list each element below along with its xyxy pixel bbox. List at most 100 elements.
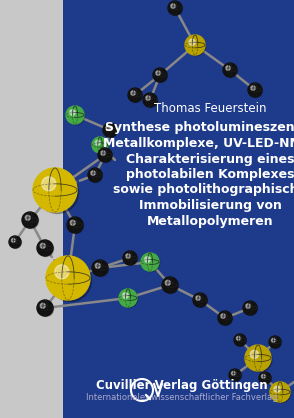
Text: Synthese photolumineszenter: Synthese photolumineszenter (105, 122, 294, 135)
Circle shape (70, 220, 75, 225)
Circle shape (124, 252, 138, 265)
Circle shape (40, 243, 45, 248)
Circle shape (187, 37, 206, 56)
Circle shape (247, 347, 272, 372)
Circle shape (259, 372, 271, 384)
Circle shape (261, 375, 265, 378)
Circle shape (55, 265, 69, 279)
Circle shape (67, 217, 83, 233)
Circle shape (144, 94, 158, 107)
Circle shape (23, 213, 39, 229)
Circle shape (249, 84, 263, 97)
Circle shape (10, 237, 21, 248)
Circle shape (143, 255, 160, 272)
Circle shape (126, 254, 130, 258)
Circle shape (236, 336, 240, 340)
Circle shape (194, 294, 208, 308)
Circle shape (42, 177, 56, 191)
Circle shape (272, 384, 291, 403)
Circle shape (219, 312, 233, 326)
Circle shape (89, 169, 103, 183)
Circle shape (129, 89, 143, 102)
Circle shape (162, 277, 178, 293)
Circle shape (270, 382, 290, 402)
Circle shape (145, 257, 150, 263)
Circle shape (11, 238, 15, 242)
Circle shape (269, 336, 281, 348)
Circle shape (88, 168, 102, 182)
Circle shape (270, 337, 281, 349)
Circle shape (245, 345, 271, 371)
Circle shape (95, 263, 100, 268)
Circle shape (251, 86, 255, 90)
Circle shape (22, 212, 38, 228)
Circle shape (66, 106, 84, 124)
Circle shape (221, 314, 225, 318)
Circle shape (163, 278, 178, 293)
Circle shape (196, 296, 200, 300)
Circle shape (93, 261, 108, 277)
Circle shape (153, 68, 167, 82)
Circle shape (119, 289, 137, 307)
Text: Charakterisierung eines: Charakterisierung eines (126, 153, 294, 166)
Circle shape (248, 83, 262, 97)
Circle shape (165, 280, 170, 285)
Circle shape (141, 253, 159, 271)
Circle shape (243, 301, 257, 315)
Circle shape (226, 66, 230, 70)
Circle shape (229, 369, 241, 381)
Circle shape (101, 151, 105, 155)
Circle shape (103, 123, 117, 137)
Text: Metallkomplexe, UV-LED-NMR-: Metallkomplexe, UV-LED-NMR- (103, 137, 294, 150)
Bar (63, 0, 294, 418)
Circle shape (185, 35, 205, 55)
Circle shape (92, 260, 108, 276)
Circle shape (143, 93, 157, 107)
Circle shape (230, 370, 241, 381)
Circle shape (106, 126, 110, 130)
Circle shape (38, 241, 54, 257)
Circle shape (98, 148, 112, 162)
Circle shape (260, 373, 271, 385)
Circle shape (38, 301, 54, 316)
Text: Thomas Feuerstein: Thomas Feuerstein (154, 102, 266, 115)
Circle shape (33, 168, 77, 212)
Circle shape (69, 218, 83, 234)
Circle shape (121, 291, 138, 308)
Circle shape (231, 372, 235, 375)
Circle shape (189, 39, 196, 46)
Text: Cuvillier Verlag Göttingen: Cuvillier Verlag Göttingen (96, 379, 268, 392)
Circle shape (9, 236, 21, 248)
Circle shape (193, 293, 207, 307)
Text: Internationaler wissenschaftlicher Fachverlag: Internationaler wissenschaftlicher Fachv… (86, 393, 278, 402)
Circle shape (37, 172, 78, 214)
Circle shape (274, 386, 280, 393)
Circle shape (246, 304, 250, 308)
Circle shape (70, 110, 75, 115)
Circle shape (131, 91, 135, 95)
Text: photolabilen Komplexes: photolabilen Komplexes (126, 168, 294, 181)
Circle shape (128, 88, 142, 102)
Circle shape (104, 124, 118, 138)
Circle shape (99, 149, 113, 163)
Circle shape (218, 311, 232, 325)
Text: sowie photolithographische: sowie photolithographische (113, 184, 294, 196)
Circle shape (95, 140, 100, 145)
Circle shape (91, 171, 95, 175)
Circle shape (224, 64, 238, 77)
Circle shape (93, 138, 108, 153)
Circle shape (40, 303, 45, 308)
Circle shape (25, 215, 30, 220)
Text: Metallopolymeren: Metallopolymeren (147, 214, 273, 227)
Circle shape (46, 256, 90, 300)
Circle shape (235, 335, 246, 347)
Circle shape (37, 300, 53, 316)
Circle shape (50, 260, 91, 301)
Circle shape (250, 350, 258, 359)
Circle shape (37, 240, 53, 256)
Circle shape (171, 4, 175, 8)
Circle shape (123, 251, 137, 265)
Circle shape (123, 293, 128, 298)
Circle shape (146, 96, 150, 100)
Circle shape (271, 339, 275, 342)
